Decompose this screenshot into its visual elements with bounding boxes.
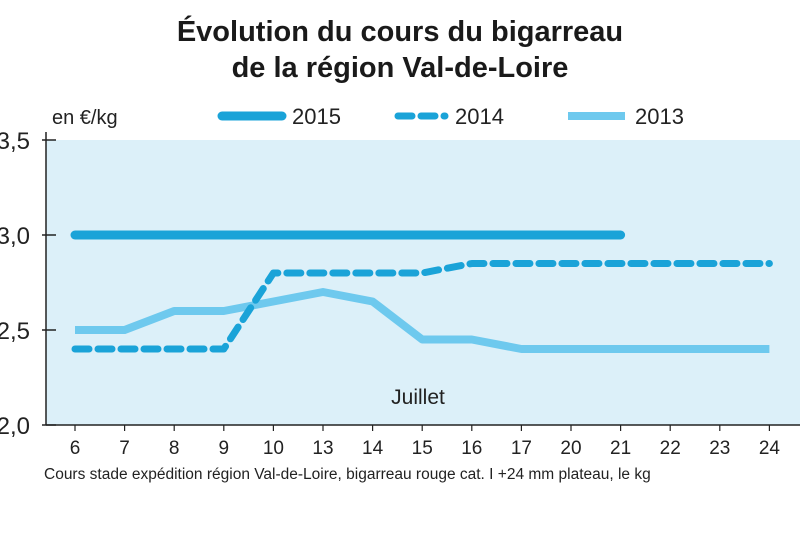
x-tick-label: 24 (759, 438, 781, 459)
y-tick-label: 3,5 (0, 128, 30, 155)
x-tick-label: 8 (169, 438, 180, 459)
plot-area (46, 140, 800, 425)
x-tick-label: 13 (312, 438, 333, 459)
legend-label-2015: 2015 (292, 104, 341, 129)
x-tick-label: 14 (362, 438, 384, 459)
y-tick-label: 2,5 (0, 318, 30, 345)
x-tick-label: 20 (560, 438, 581, 459)
legend: 2015 2014 2013 (217, 104, 684, 129)
series-lines (70, 230, 773, 353)
legend-label-2014: 2014 (455, 104, 504, 129)
x-axis: 6 7 8 9 10 13 14 15 16 17 20 21 22 23 24 (46, 424, 800, 459)
x-tick-label: 21 (610, 438, 631, 459)
series-line-2014 (71, 260, 773, 353)
x-tick-label: 16 (461, 438, 482, 459)
x-tick-label: 6 (70, 438, 81, 459)
chart-caption: Cours stade expédition région Val-de-Loi… (44, 466, 651, 483)
y-tick-label: 2,0 (0, 413, 30, 440)
x-tick-label: 15 (412, 438, 433, 459)
annotation-juillet: Juillet (391, 386, 445, 409)
chart-title-line-2: de la région Val-de-Loire (231, 52, 569, 84)
x-tick-label: 10 (263, 438, 284, 459)
x-tick-label: 9 (219, 438, 230, 459)
y-axis-label: en €/kg (52, 107, 118, 129)
series-line-2013 (75, 288, 770, 353)
y-axis: 2,0 2,5 3,0 3,5 (0, 128, 56, 440)
x-tick-label: 22 (660, 438, 681, 459)
chart-title: Évolution du cours du bigarreau de la ré… (0, 14, 800, 86)
chart-title-line-1: Évolution du cours du bigarreau (176, 16, 624, 48)
legend-label-2013: 2013 (635, 104, 684, 129)
x-tick-label: 23 (709, 438, 730, 459)
x-tick-label: 7 (119, 438, 130, 459)
x-tick-label: 17 (511, 438, 532, 459)
y-tick-label: 3,0 (0, 223, 30, 250)
